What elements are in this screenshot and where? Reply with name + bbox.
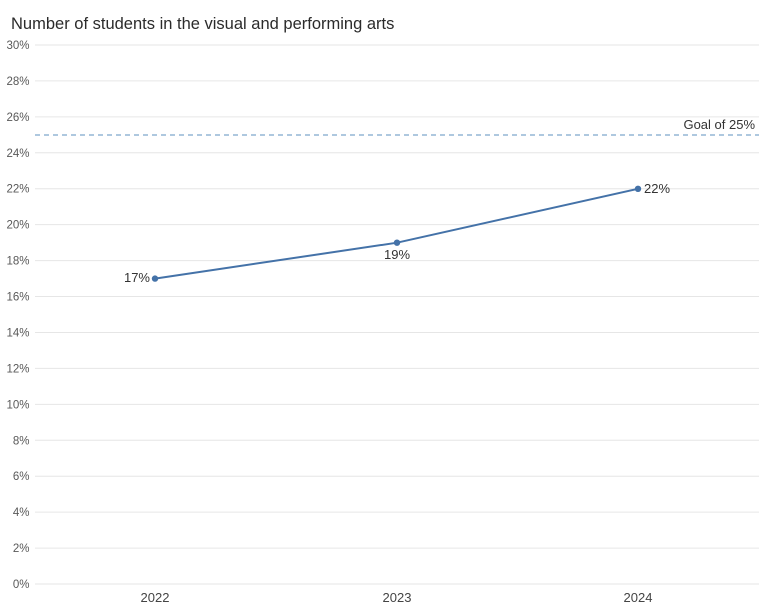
svg-text:4%: 4% [13,507,30,519]
svg-text:24%: 24% [6,148,29,160]
svg-text:16%: 16% [6,292,29,304]
svg-text:10%: 10% [6,399,29,411]
svg-text:17%: 17% [124,270,150,285]
svg-text:20%: 20% [6,220,29,232]
svg-text:22%: 22% [644,181,670,196]
svg-text:18%: 18% [6,256,29,268]
svg-text:19%: 19% [384,247,410,262]
svg-text:2022: 2022 [141,590,170,605]
svg-text:26%: 26% [6,112,29,124]
svg-text:22%: 22% [6,184,29,196]
svg-text:14%: 14% [6,327,29,339]
svg-text:28%: 28% [6,76,29,88]
svg-text:2%: 2% [13,543,30,555]
svg-text:30%: 30% [6,40,29,52]
svg-text:12%: 12% [6,363,29,375]
svg-text:0%: 0% [13,579,30,591]
svg-text:6%: 6% [13,471,30,483]
svg-text:8%: 8% [13,435,30,447]
svg-text:Goal of 25%: Goal of 25% [683,117,755,132]
svg-text:2023: 2023 [383,590,412,605]
svg-text:2024: 2024 [624,590,653,605]
